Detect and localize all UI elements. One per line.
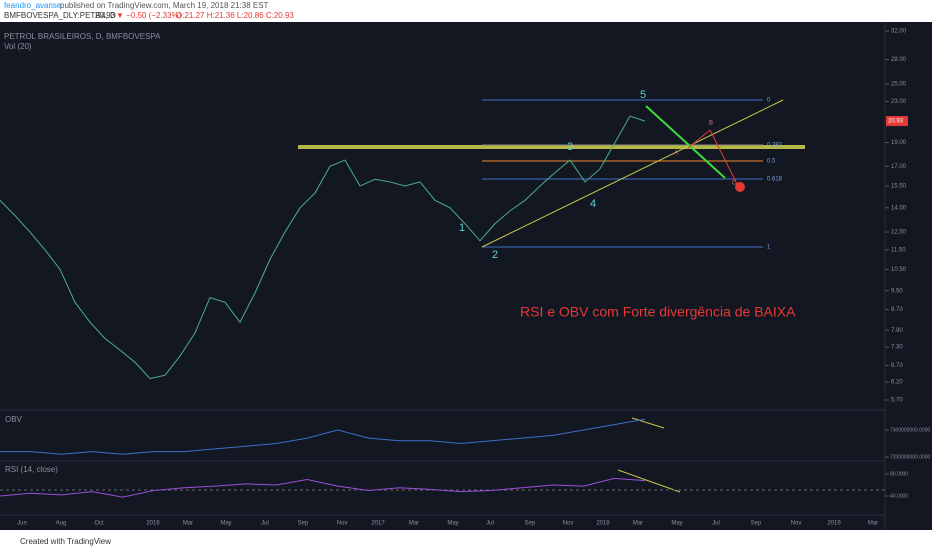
x-tick-label: 2017 (371, 521, 385, 527)
y-tick-label: 80.0000 (890, 471, 908, 477)
y-tick-label: 5.70 (891, 398, 903, 404)
wave-label: C (732, 181, 737, 187)
last-price-label: 20.93 (888, 119, 904, 125)
y-tick-label: 14.00 (891, 205, 907, 211)
last: 20.93 (95, 11, 116, 20)
wave-label: A (674, 151, 678, 157)
arrow (645, 105, 726, 179)
rsi-line (0, 477, 646, 498)
chart-bg (0, 22, 932, 530)
x-tick-label: Mar (868, 521, 878, 527)
wave-line (709, 129, 739, 187)
fib-label: 0.618 (767, 177, 783, 183)
y-tick-label: 7200000000.0000 (890, 454, 931, 460)
x-tick-label: Sep (298, 521, 309, 527)
x-tick-label: Jun (17, 521, 27, 527)
x-tick-label: 2016 (146, 521, 160, 527)
wave-label: 1 (459, 222, 465, 234)
divergence-line (631, 417, 665, 429)
pane-title: PETROL BRASILEIROS, D, BMFBOVESPA (4, 32, 161, 41)
x-tick-label: Jul (261, 521, 269, 527)
y-tick-label: 7300000000.0000 (890, 427, 931, 433)
x-tick-label: 2018 (596, 521, 610, 527)
rsi-title: RSI (14, close) (5, 465, 58, 474)
ohlc: O:21.27 H:21.36 L:20.86 C:20.93 (176, 11, 294, 20)
trend-line (481, 99, 784, 248)
obv-line (0, 418, 646, 455)
y-tick-label: 28.00 (891, 57, 907, 63)
publisher[interactable]: feandro_avanse (4, 1, 62, 10)
x-tick-label: Jul (712, 521, 720, 527)
x-tick-label: Nov (563, 521, 574, 527)
y-tick-label: 12.50 (891, 230, 907, 236)
change: ▼ −0.50 (−2.33%) (116, 11, 182, 20)
x-tick-label: Oct (94, 521, 104, 527)
y-tick-label: 6.20 (891, 380, 903, 386)
wave-line (687, 129, 711, 149)
footer: Created with TradingView (20, 537, 111, 546)
y-tick-label: 23.00 (891, 99, 907, 105)
x-tick-label: Nov (337, 521, 348, 527)
wave-label: 5 (640, 89, 646, 101)
x-tick-label: 2019 (827, 521, 841, 527)
price-line (0, 115, 646, 380)
y-tick-label: 19.00 (891, 140, 907, 146)
y-tick-label: 8.70 (891, 307, 903, 313)
obv-title: OBV (5, 415, 23, 424)
x-tick-label: Sep (525, 521, 536, 527)
x-tick-label: May (447, 521, 458, 527)
annotation: RSI e OBV com Forte divergência de BAIXA (520, 304, 796, 320)
wave-label: 4 (590, 198, 596, 210)
symbol: BMFBOVESPA_DLY:PETR4, D (4, 11, 116, 20)
fib-label: 0.5 (767, 159, 776, 165)
divergence-line (617, 469, 681, 493)
wave-label: B (709, 121, 713, 127)
x-tick-label: Mar (409, 521, 419, 527)
x-tick-label: May (220, 521, 231, 527)
y-tick-label: 25.00 (891, 81, 907, 87)
y-tick-label: 7.90 (891, 328, 903, 334)
target (735, 182, 745, 192)
y-tick-label: 9.50 (891, 288, 903, 294)
x-tick-label: Nov (791, 521, 802, 527)
last-price-box (886, 116, 908, 127)
y-tick-label: 11.50 (891, 247, 906, 253)
y-tick-label: 32.00 (891, 29, 907, 35)
x-tick-label: Sep (751, 521, 762, 527)
pane-subtitle: Vol (20) (4, 42, 32, 51)
x-tick-label: May (671, 521, 682, 527)
wave-label: 3 (567, 141, 573, 153)
y-tick-label: 7.30 (891, 345, 903, 351)
x-tick-label: Mar (183, 521, 193, 527)
x-tick-label: Aug (56, 521, 67, 527)
y-tick-label: 17.00 (891, 164, 907, 170)
y-tick-label: 40.0000 (890, 493, 908, 499)
y-tick-label: 6.70 (891, 363, 903, 369)
fib-label: 1 (767, 245, 771, 251)
y-tick-label: 10.50 (891, 267, 907, 273)
published: published on TradingView.com, March 19, … (60, 1, 269, 10)
wave-label: 2 (492, 249, 498, 261)
x-tick-label: Mar (633, 521, 643, 527)
fib-label: 0 (767, 98, 771, 104)
fib-label: 0.382 (767, 143, 783, 149)
x-tick-label: Jul (486, 521, 494, 527)
y-tick-label: 15.50 (891, 184, 907, 190)
